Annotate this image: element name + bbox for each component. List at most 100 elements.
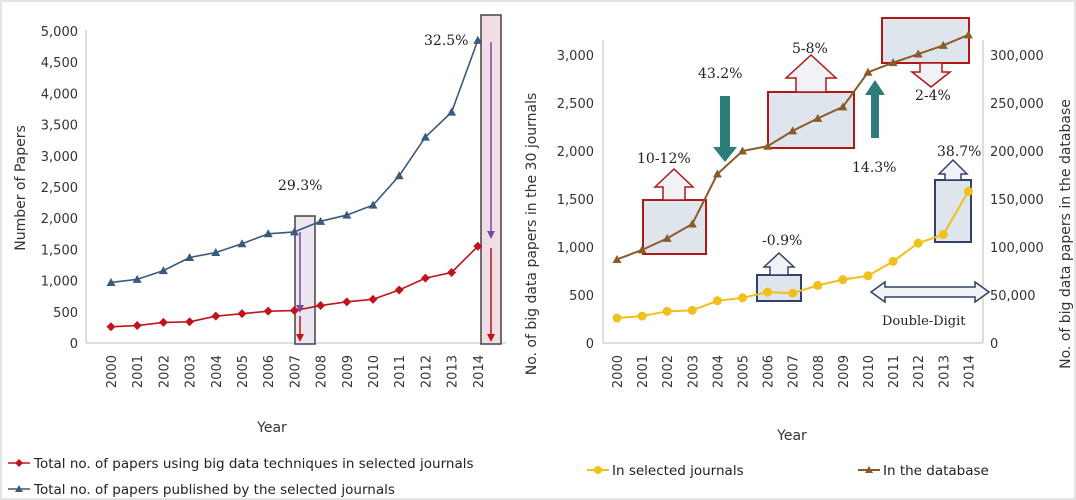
data-point-1-4 [712, 169, 722, 178]
annotation-29-3: 29.3% [278, 178, 322, 194]
y-tick-label: 2,500 [41, 181, 78, 196]
data-point-1-1 [132, 274, 142, 283]
legend-item-in-selected-journals: In selected journals [587, 463, 744, 479]
legend-item-in-the-database: In the database [858, 463, 989, 479]
data-point-1-10 [863, 67, 873, 76]
y2-tick-label: 300,000 [990, 49, 1044, 64]
x-tick-label: 2001 [636, 355, 651, 388]
right-chart: 0 500 1,000 1,500 2,000 2,500 3,000 0 50,000 100… [524, 17, 1074, 444]
data-point-1-0 [612, 254, 622, 263]
y2-tick-label: 100,000 [990, 241, 1044, 256]
right-y2-axis-title: No. of big data papers in the database [1058, 99, 1074, 369]
data-point-1-4 [211, 248, 221, 257]
x-tick-label: 2006 [762, 355, 777, 388]
x-tick-label: 2000 [105, 355, 120, 388]
callout-box-5-8 [767, 91, 855, 149]
data-point-0-13 [938, 230, 948, 240]
data-point-0-8 [316, 301, 326, 311]
y-tick-label: 3,000 [557, 49, 594, 64]
data-point-1-3 [185, 253, 195, 262]
data-point-0-4 [712, 296, 722, 306]
data-point-1-6 [263, 229, 273, 238]
data-point-1-10 [368, 200, 378, 209]
data-point-0-10 [368, 294, 378, 304]
data-point-0-7 [289, 306, 299, 316]
data-point-1-8 [813, 113, 823, 122]
data-point-1-7 [788, 126, 798, 135]
data-point-1-2 [158, 266, 168, 275]
triangle-marker-icon [865, 466, 873, 473]
data-point-1-5 [237, 239, 247, 248]
double-headed-arrow [869, 280, 991, 304]
data-point-1-14 [473, 35, 483, 44]
data-point-0-1 [132, 321, 142, 331]
x-tick-label: 2009 [341, 355, 356, 388]
x-tick-label: 2009 [837, 355, 852, 388]
data-point-0-12 [913, 238, 923, 248]
data-point-1-8 [316, 216, 326, 225]
left-x-ticks: 2000 2001 2002 2003 2004 2005 2006 2007 2008 2009… [105, 355, 487, 388]
annotation-double-digit: Double-Digit [882, 314, 966, 329]
data-point-1-7 [289, 227, 299, 236]
data-point-0-9 [342, 297, 352, 307]
data-point-0-0 [612, 313, 622, 323]
data-point-0-2 [158, 317, 168, 327]
data-point-0-10 [863, 271, 873, 281]
callout-arrow-38-7 [937, 158, 969, 181]
data-point-0-0 [106, 322, 116, 332]
y-tick-label: 500 [569, 289, 594, 304]
left-arrows [296, 42, 495, 342]
x-tick-label: 2004 [210, 355, 225, 388]
annotation-2-4: 2-4% [915, 88, 951, 104]
x-tick-label: 2013 [937, 355, 952, 388]
right-y-ticks: 0 500 1,000 1,500 2,000 2,500 3,000 [557, 49, 594, 352]
data-point-0-7 [788, 288, 798, 298]
y-tick-label: 3,500 [41, 119, 78, 134]
data-point-0-5 [738, 293, 747, 303]
y-tick-label: 2,500 [557, 97, 594, 112]
arrow-2014-lower-head [487, 334, 495, 342]
x-tick-label: 2002 [157, 355, 172, 388]
circle-marker-icon [594, 466, 602, 474]
data-point-0-4 [211, 311, 221, 321]
data-point-1-14 [963, 30, 973, 39]
data-point-0-1 [637, 311, 647, 321]
teal-arrow-up [865, 80, 885, 138]
annotation-14-3: 14.3% [852, 160, 896, 176]
arrow-2007-upper-head [296, 305, 304, 313]
data-point-0-11 [888, 256, 898, 266]
annotation-43-2: 43.2% [698, 66, 742, 82]
callout-arrow-10-12 [653, 167, 695, 201]
left-chart: 0 500 1,000 1,500 2,000 2,500 3,000 3,500 4,000 4… [13, 14, 506, 436]
data-point-1-9 [838, 102, 848, 111]
callout-arrow-minus-0-9 [762, 251, 796, 276]
x-tick-label: 2014 [962, 355, 977, 388]
x-tick-label: 2001 [131, 355, 146, 388]
y-tick-label: 500 [53, 306, 78, 321]
y2-tick-label: 0 [990, 337, 998, 352]
right-y2-ticks: 0 50,000 100,000 150,000 200,000 250,000 300,0… [990, 49, 1044, 352]
data-point-0-3 [185, 317, 195, 327]
data-point-0-12 [420, 273, 430, 283]
x-tick-label: 2010 [367, 355, 382, 388]
data-point-1-0 [106, 277, 116, 286]
data-point-1-3 [687, 219, 697, 228]
data-point-1-9 [342, 210, 352, 219]
data-point-0-13 [447, 267, 457, 277]
left-y-axis-title: Number of Papers [13, 125, 29, 251]
data-point-1-1 [637, 245, 647, 254]
annotation-10-12: 10-12% [637, 151, 691, 167]
data-point-0-2 [662, 306, 672, 316]
annotation-32-5: 32.5% [424, 33, 468, 49]
y-tick-label: 2,000 [41, 212, 78, 227]
right-x-axis-title: Year [776, 428, 807, 444]
data-point-0-14 [963, 186, 973, 196]
y-tick-label: 1,500 [557, 193, 594, 208]
y-tick-label: 4,500 [41, 56, 78, 71]
right-x-ticks: 2000 2001 2002 2003 2004 2005 2006 2007 2008 2009… [611, 355, 977, 388]
x-tick-label: 2000 [611, 355, 626, 388]
y2-tick-label: 150,000 [990, 193, 1044, 208]
data-point-1-11 [888, 58, 898, 67]
callout-arrow-5-8 [784, 53, 838, 93]
